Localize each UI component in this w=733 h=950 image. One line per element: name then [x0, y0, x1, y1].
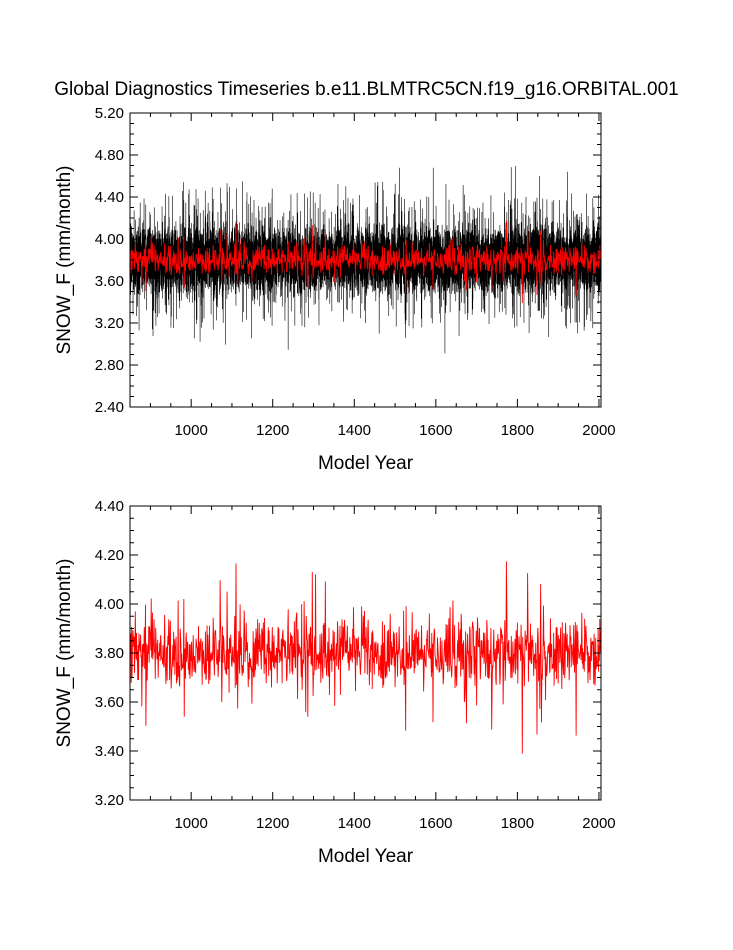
y-tick-label: 3.20	[95, 315, 124, 332]
plot-panel-2: 3.20 3.40 3.60 3.80 4.00 4.20 4.40 1000 1200 1400…	[54, 498, 616, 867]
y-tick-label: 3.40	[95, 743, 124, 760]
x-tick-label: 1800	[501, 422, 534, 439]
y-tick-label: 4.00	[95, 596, 124, 613]
y-tick-label: 5.20	[95, 105, 124, 122]
x-tick-label: 1600	[419, 422, 452, 439]
y-tick-label: 3.80	[95, 645, 124, 662]
y-axis-label: SNOW_F (mm/month)	[54, 166, 75, 355]
y-tick-label: 4.80	[95, 147, 124, 164]
y-tick-label: 2.40	[95, 399, 124, 416]
x-tick-label: 1400	[338, 815, 371, 832]
plot-panel-1: 2.40 2.80 3.20 3.60 4.00 4.40 4.80 5.20 1000 1200…	[54, 105, 616, 474]
x-tick-label: 1000	[174, 422, 207, 439]
x-tick-label: 1000	[174, 815, 207, 832]
x-tick-label: 1800	[501, 815, 534, 832]
chart-title: Global Diagnostics Timeseries b.e11.BLMT…	[54, 79, 679, 100]
y-tick-label: 3.20	[95, 792, 124, 809]
y-axis-label: SNOW_F (mm/month)	[54, 559, 75, 748]
y-tick-label: 4.40	[95, 498, 124, 515]
x-axis-label: Model Year	[318, 453, 414, 474]
x-tick-label: 2000	[582, 422, 615, 439]
y-tick-label: 3.60	[95, 694, 124, 711]
series-line-annual	[130, 561, 601, 754]
y-tick-label: 4.40	[95, 189, 124, 206]
x-tick-label: 1400	[338, 422, 371, 439]
y-tick-label: 4.20	[95, 547, 124, 564]
x-tick-label: 1200	[256, 422, 289, 439]
x-axis-label: Model Year	[318, 846, 414, 867]
y-tick-label: 3.60	[95, 273, 124, 290]
x-tick-label: 1600	[419, 815, 452, 832]
x-tick-label: 2000	[582, 815, 615, 832]
y-tick-label: 2.80	[95, 357, 124, 374]
series-line-annual	[130, 220, 601, 304]
y-tick-label: 4.00	[95, 231, 124, 248]
x-tick-label: 1200	[256, 815, 289, 832]
